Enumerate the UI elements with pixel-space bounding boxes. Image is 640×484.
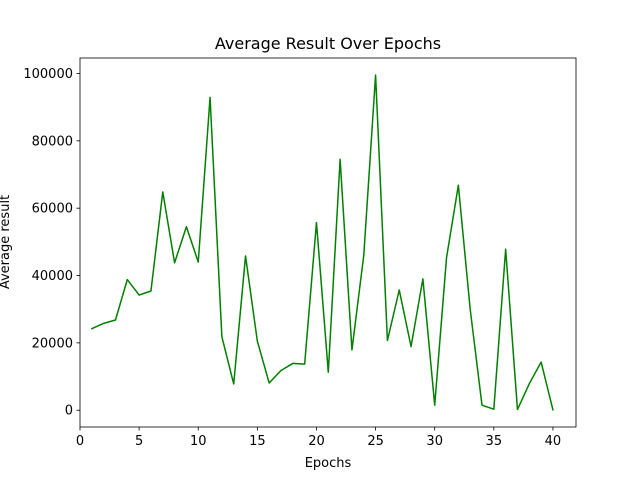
x-tick-label: 40: [545, 434, 562, 449]
plot-frame: [79, 57, 577, 428]
x-axis-label: Epochs: [305, 456, 352, 471]
y-tick-label: 40000: [32, 269, 73, 284]
x-tick-label: 25: [367, 434, 384, 449]
y-axis-label: Average result: [0, 195, 13, 289]
chart-title: Average Result Over Epochs: [215, 34, 441, 53]
series-line-0: [91, 74, 554, 411]
y-tick-label: 60000: [32, 202, 73, 217]
x-tick-label: 30: [426, 434, 443, 449]
x-tick-label: 15: [249, 434, 266, 449]
plot-area: 0 5 10 15 20 25 30 35 40 0 20000 40000 60000 80000 100…: [23, 57, 577, 449]
y-tick-label: 20000: [32, 336, 73, 351]
x-tick-label: 0: [76, 434, 84, 449]
y-tick-label: 0: [65, 404, 73, 419]
x-tick-label: 5: [135, 434, 143, 449]
x-tick-label: 35: [486, 434, 503, 449]
y-tick-label: 100000: [23, 67, 73, 82]
x-tick-label: 20: [308, 434, 325, 449]
y-tick-label: 80000: [32, 134, 73, 149]
x-tick-label: 10: [190, 434, 207, 449]
